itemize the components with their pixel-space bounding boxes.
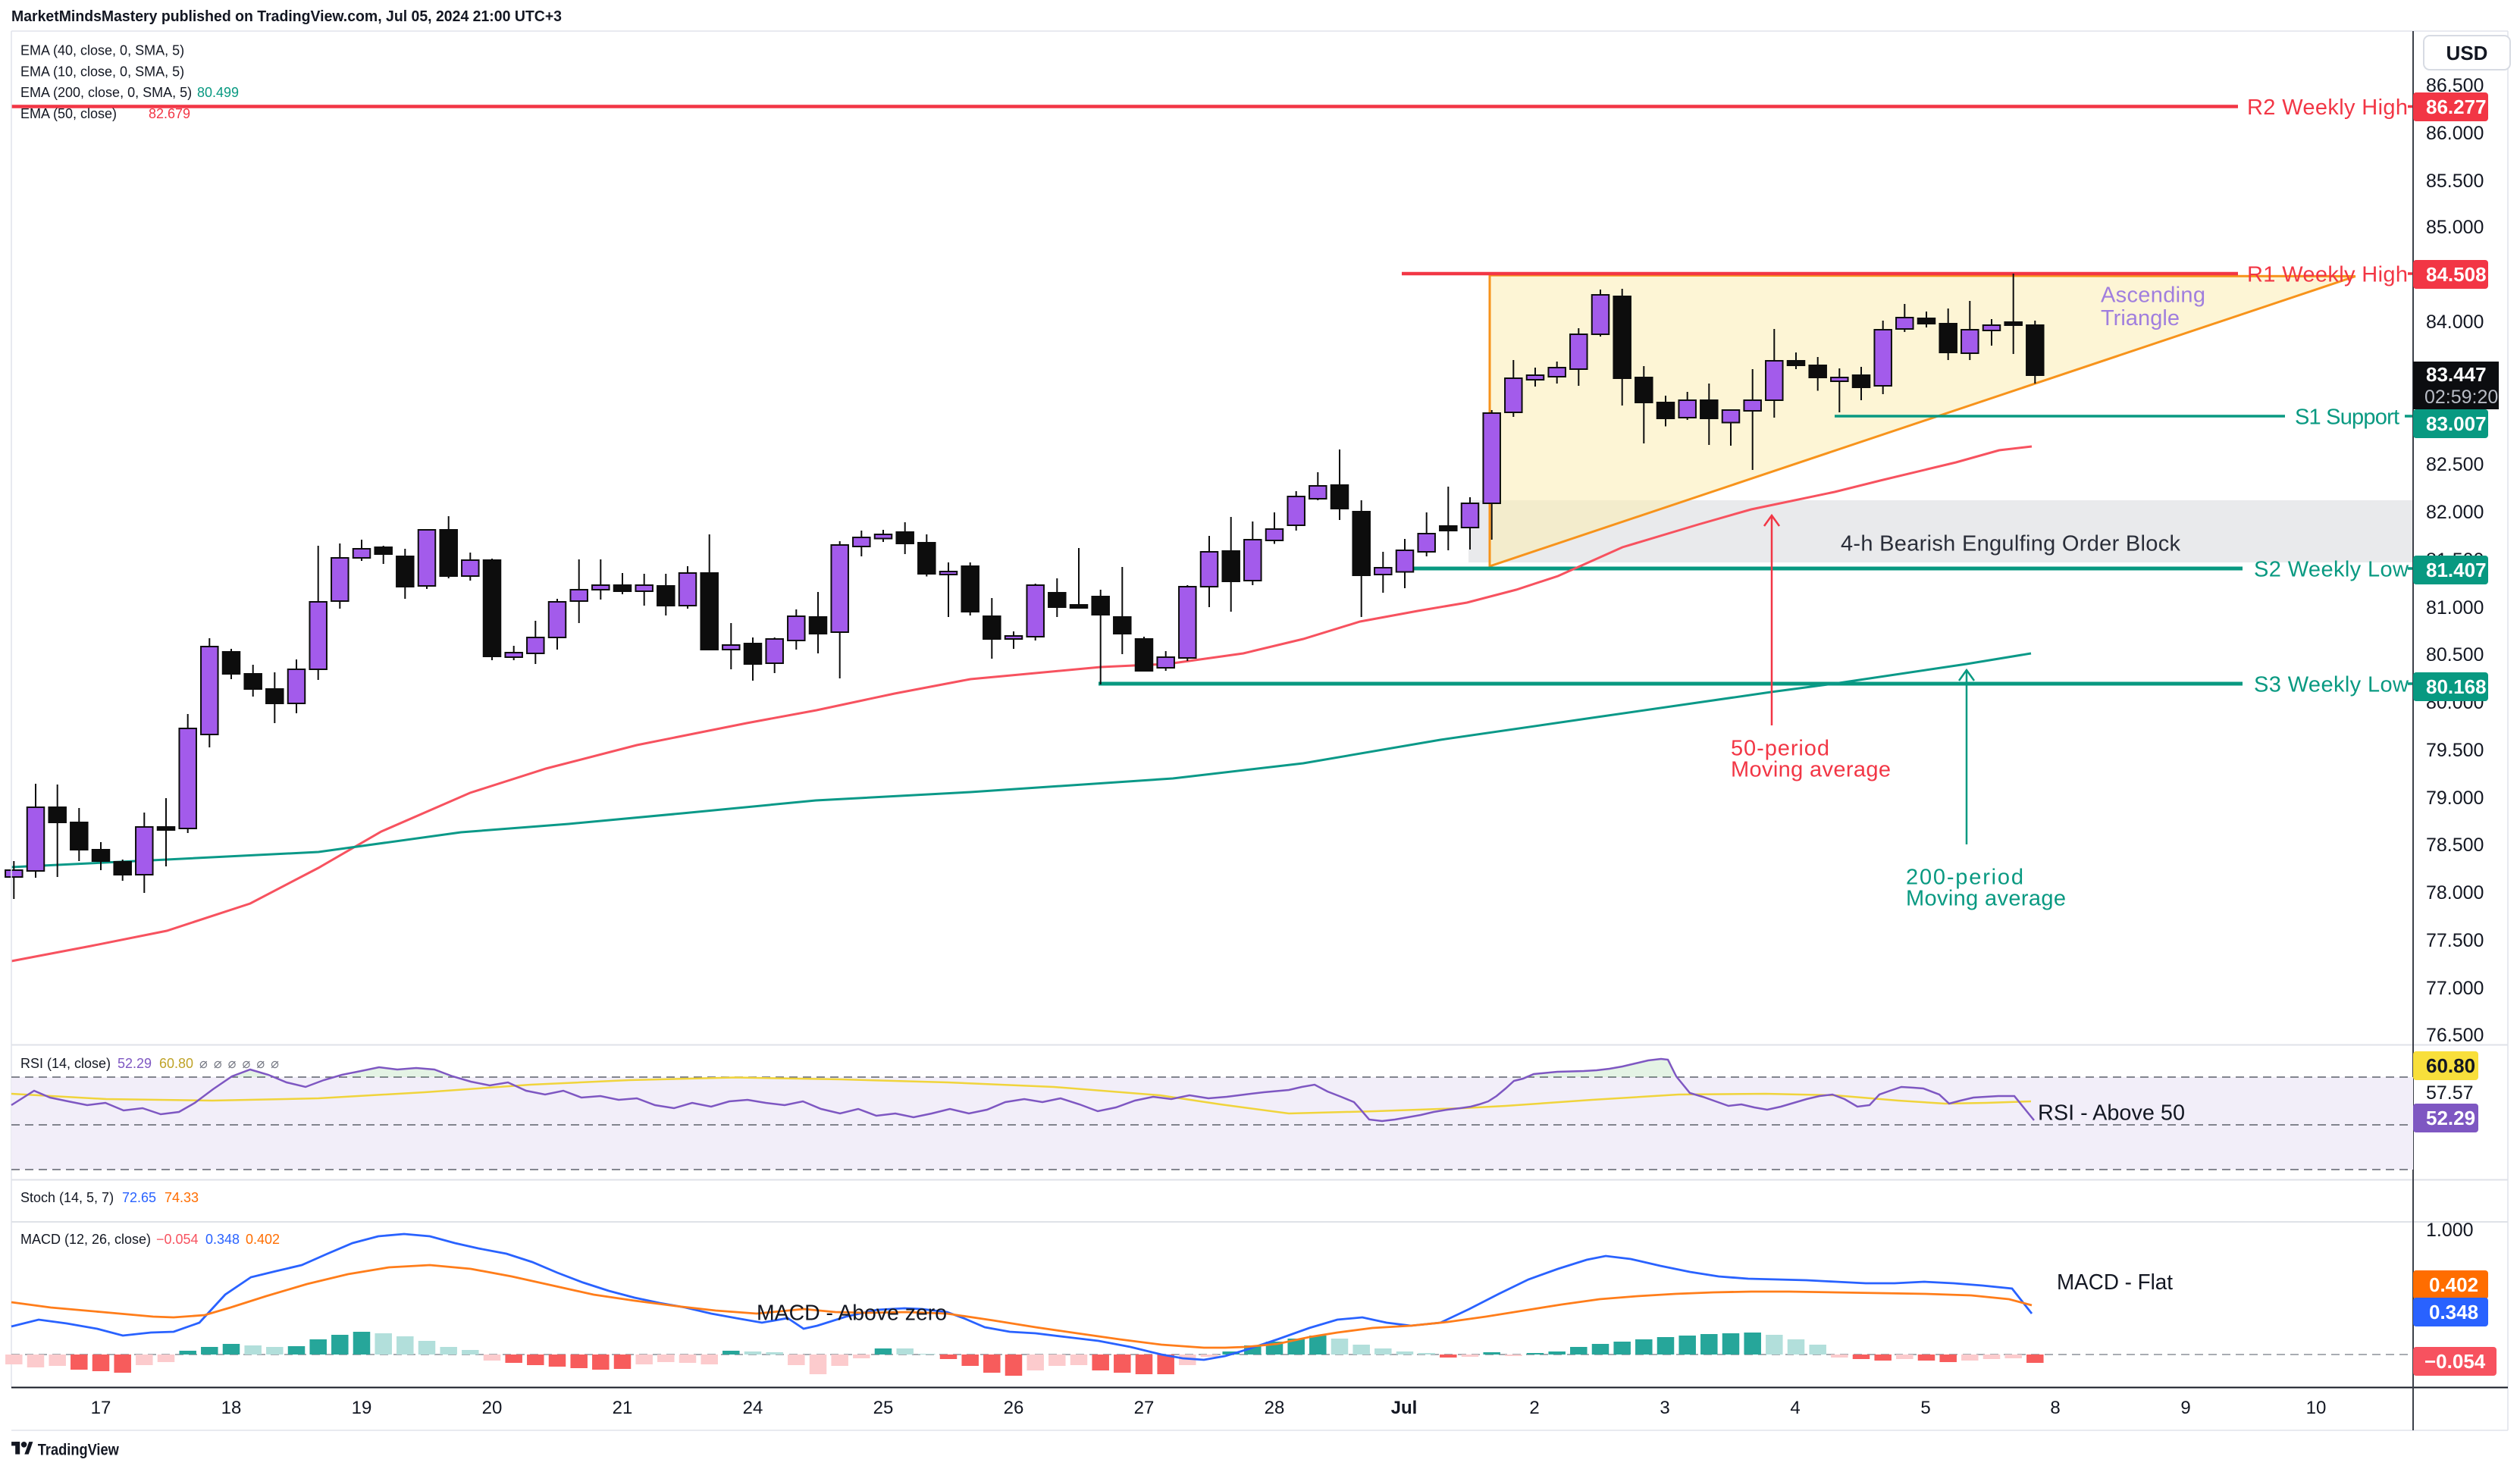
svg-text:83.447: 83.447 <box>2426 363 2487 386</box>
svg-text:79.500: 79.500 <box>2426 740 2484 761</box>
svg-text:85.000: 85.000 <box>2426 217 2484 238</box>
svg-text:R2 Weekly High: R2 Weekly High <box>2247 96 2408 120</box>
svg-text:52.29: 52.29 <box>2426 1107 2475 1129</box>
svg-text:Moving average: Moving average <box>1906 887 2066 911</box>
svg-text:MarketMindsMastery published o: MarketMindsMastery published on TradingV… <box>11 8 562 25</box>
svg-text:10: 10 <box>2306 1398 2327 1418</box>
svg-text:86.000: 86.000 <box>2426 123 2484 144</box>
svg-text:4-h Bearish Engulfing Order Bl: 4-h Bearish Engulfing Order Block <box>1841 532 2181 556</box>
svg-text:80.168: 80.168 <box>2426 675 2487 698</box>
svg-text:20: 20 <box>482 1398 503 1418</box>
svg-text:81.407: 81.407 <box>2426 559 2487 581</box>
svg-text:RSI - Above 50: RSI - Above 50 <box>2038 1101 2185 1126</box>
svg-text:84.000: 84.000 <box>2426 312 2484 333</box>
svg-text:−0.054: −0.054 <box>2424 1350 2486 1373</box>
svg-text:MACD - Flat: MACD - Flat <box>2057 1270 2173 1295</box>
svg-text:77.000: 77.000 <box>2426 978 2484 999</box>
svg-text:1.000: 1.000 <box>2426 1220 2474 1241</box>
svg-text:79.000: 79.000 <box>2426 788 2484 809</box>
svg-text:MACD (12, 26, close): MACD (12, 26, close) <box>20 1232 151 1247</box>
svg-text:27: 27 <box>1134 1398 1155 1418</box>
svg-text:26: 26 <box>1004 1398 1024 1418</box>
svg-text:76.500: 76.500 <box>2426 1025 2484 1046</box>
svg-text:28: 28 <box>1265 1398 1285 1418</box>
svg-text:24: 24 <box>743 1398 763 1418</box>
svg-text:−0.054: −0.054 <box>156 1232 199 1247</box>
svg-text:86.277: 86.277 <box>2426 96 2487 118</box>
svg-text:72.65: 72.65 <box>122 1190 156 1205</box>
svg-text:80.500: 80.500 <box>2426 644 2484 666</box>
svg-text:82.000: 82.000 <box>2426 502 2484 523</box>
svg-text:57.57: 57.57 <box>2426 1082 2474 1104</box>
svg-text:Ascending: Ascending <box>2101 283 2205 308</box>
svg-text:Jul: Jul <box>1391 1398 1418 1418</box>
svg-text:S3 Weekly Low: S3 Weekly Low <box>2254 673 2409 697</box>
svg-text:0.348: 0.348 <box>205 1232 240 1247</box>
svg-text:TradingView: TradingView <box>38 1442 120 1459</box>
svg-text:17: 17 <box>91 1398 111 1418</box>
svg-text:Triangle: Triangle <box>2101 306 2180 330</box>
svg-text:9: 9 <box>2180 1398 2190 1418</box>
svg-text:2: 2 <box>1529 1398 1539 1418</box>
svg-text:EMA (10, close, 0, SMA, 5): EMA (10, close, 0, SMA, 5) <box>20 64 184 80</box>
svg-text:5: 5 <box>1920 1398 1930 1418</box>
svg-text:0.402: 0.402 <box>246 1232 280 1247</box>
svg-text:3: 3 <box>1660 1398 1669 1418</box>
svg-text:EMA (40, close, 0, SMA, 5): EMA (40, close, 0, SMA, 5) <box>20 43 184 58</box>
svg-text:4: 4 <box>1790 1398 1800 1418</box>
svg-text:EMA (200, close, 0, SMA, 5): EMA (200, close, 0, SMA, 5) <box>20 85 192 100</box>
svg-text:81.000: 81.000 <box>2426 597 2484 619</box>
svg-text:25: 25 <box>873 1398 894 1418</box>
svg-text:21: 21 <box>613 1398 633 1418</box>
svg-text:60.80: 60.80 <box>2426 1054 2475 1077</box>
svg-text:60.80: 60.80 <box>159 1056 193 1071</box>
svg-text:82.679: 82.679 <box>149 106 190 121</box>
svg-text:RSI (14, close): RSI (14, close) <box>20 1056 111 1071</box>
svg-text:78.500: 78.500 <box>2426 835 2484 856</box>
svg-text:8: 8 <box>2050 1398 2060 1418</box>
svg-text:77.500: 77.500 <box>2426 930 2484 951</box>
svg-text:84.508: 84.508 <box>2426 263 2487 286</box>
svg-text:02:59:20: 02:59:20 <box>2424 387 2498 408</box>
svg-text:MACD - Above zero: MACD - Above zero <box>757 1301 947 1326</box>
svg-text:⌀⌀⌀⌀⌀⌀: ⌀⌀⌀⌀⌀⌀ <box>199 1056 285 1071</box>
svg-text:83.007: 83.007 <box>2426 412 2487 435</box>
svg-text:S2 Weekly Low: S2 Weekly Low <box>2254 558 2409 582</box>
svg-text:19: 19 <box>352 1398 372 1418</box>
svg-text:USD: USD <box>2446 42 2488 64</box>
svg-text:200-period: 200-period <box>1906 866 2023 890</box>
svg-text:50-period: 50-period <box>1731 737 1829 761</box>
svg-text:82.500: 82.500 <box>2426 454 2484 475</box>
svg-text:S1 Support: S1 Support <box>2295 406 2399 430</box>
svg-text:18: 18 <box>221 1398 242 1418</box>
svg-text:Stoch (14, 5, 7): Stoch (14, 5, 7) <box>20 1190 114 1205</box>
svg-text:0.402: 0.402 <box>2429 1273 2478 1296</box>
svg-text:78.000: 78.000 <box>2426 882 2484 904</box>
svg-text:R1 Weekly High: R1 Weekly High <box>2247 263 2408 287</box>
svg-text:0.348: 0.348 <box>2429 1301 2478 1323</box>
svg-text:74.33: 74.33 <box>165 1190 199 1205</box>
svg-text:EMA (50, close): EMA (50, close) <box>20 106 117 121</box>
svg-text:80.499: 80.499 <box>197 85 239 100</box>
svg-text:52.29: 52.29 <box>118 1056 152 1071</box>
svg-text:Moving average: Moving average <box>1731 758 1891 782</box>
svg-text:85.500: 85.500 <box>2426 171 2484 192</box>
